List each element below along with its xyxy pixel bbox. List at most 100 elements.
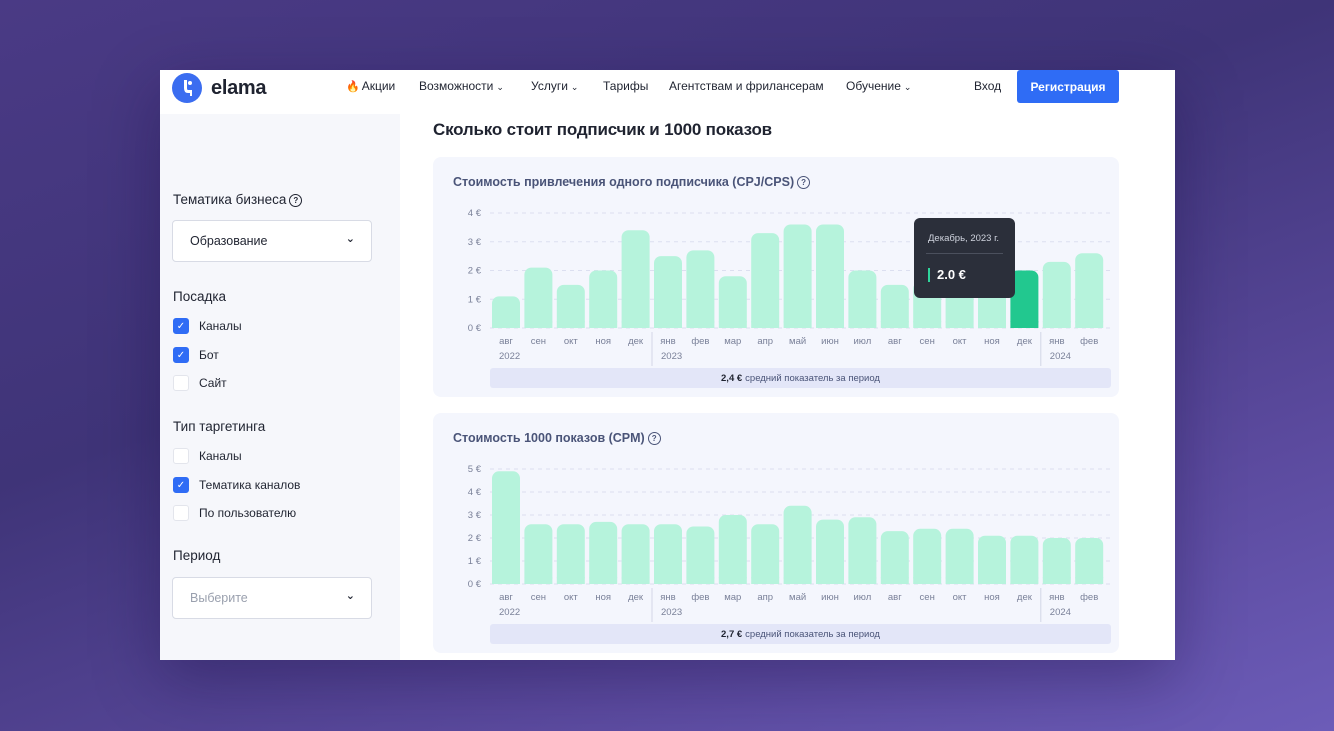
y-tick-label: 3 € — [468, 510, 482, 521]
x-tick-label: мар — [724, 592, 741, 603]
bar-base — [1042, 321, 1071, 328]
bar-base — [978, 577, 1006, 584]
chevron-down-icon: ⌄ — [496, 82, 504, 92]
bar — [654, 524, 682, 584]
fire-icon: 🔥 — [346, 81, 360, 93]
bar-base — [880, 321, 909, 328]
bar-base — [816, 577, 844, 584]
targeting-option-channels[interactable]: Каналы — [173, 448, 242, 464]
bar — [848, 517, 877, 584]
bar — [686, 526, 715, 584]
x-tick-label: апр — [757, 336, 773, 347]
targeting-option-user[interactable]: По пользователю — [173, 505, 296, 521]
cpm-average-bar: 2,7 € средний показатель за период — [490, 624, 1111, 644]
top-nav: elama 🔥 Акции Возможности ⌄ Услуги ⌄ Тарифы… — [160, 70, 1175, 106]
bar — [1010, 535, 1039, 584]
landing-heading: Посадка — [173, 289, 227, 304]
help-icon[interactable]: ? — [797, 176, 811, 189]
nav-agencies[interactable]: Агентствам и фрилансерам — [669, 79, 824, 93]
x-tick-label: дек — [1017, 336, 1033, 347]
checkbox-unchecked[interactable] — [173, 448, 189, 464]
year-label: 2024 — [1050, 607, 1071, 618]
nav-pricing[interactable]: Тарифы — [603, 79, 649, 93]
logo-text: elama — [211, 76, 267, 99]
landing-option-site[interactable]: Сайт — [173, 375, 227, 391]
cpm-bar-chart: 0 € 1 € 2 € 3 € 4 € 5 € авг сен окт ноя дек янв фев м… — [468, 464, 1111, 622]
landing-option-channels[interactable]: ✓ Каналы — [173, 318, 242, 334]
x-tick-label: июн — [821, 592, 839, 603]
x-tick-label: авг — [888, 592, 902, 603]
bar — [556, 524, 585, 584]
nav-services[interactable]: Услуги ⌄ — [531, 79, 579, 93]
bar-base — [556, 321, 585, 328]
browser-window: elama 🔥 Акции Возможности ⌄ Услуги ⌄ Тарифы… — [160, 70, 1175, 660]
x-tick-label: сен — [920, 336, 935, 347]
topic-select[interactable]: Образование ⌄ — [172, 220, 372, 262]
checkbox-unchecked[interactable] — [173, 375, 189, 391]
bar-base — [686, 321, 715, 328]
bar — [524, 267, 553, 328]
x-tick-label: дек — [628, 336, 644, 347]
x-tick-label: июн — [821, 336, 839, 347]
cps-chart-card: Стоимость привлечения одного подписчика … — [433, 157, 1119, 397]
cps-average-bar: 2,4 € средний показатель за период — [490, 368, 1111, 388]
checkbox-checked[interactable]: ✓ — [173, 318, 189, 334]
bar — [1042, 538, 1071, 584]
bar — [880, 531, 909, 584]
checkbox-checked[interactable]: ✓ — [173, 347, 189, 363]
bar — [1042, 261, 1071, 328]
topic-heading: Тематика бизнеса? — [173, 192, 303, 207]
bar — [686, 250, 715, 328]
bar-base — [718, 577, 747, 584]
x-tick-label: авг — [499, 336, 513, 347]
bar — [783, 505, 812, 584]
register-button[interactable]: Регистрация — [1017, 70, 1119, 103]
help-icon[interactable]: ? — [647, 432, 661, 445]
year-label: 2024 — [1050, 351, 1071, 362]
landing-option-bot[interactable]: ✓ Бот — [173, 347, 219, 363]
checkbox-unchecked[interactable] — [173, 505, 189, 521]
bar-base — [1075, 577, 1104, 584]
period-heading: Период — [173, 548, 221, 563]
x-tick-label: фев — [691, 592, 709, 603]
year-label: 2022 — [499, 351, 520, 362]
x-tick-label: май — [789, 336, 806, 347]
bar — [848, 270, 877, 328]
targeting-option-channel-topics[interactable]: ✓ Тематика каналов — [173, 477, 300, 493]
bar — [978, 535, 1006, 584]
bar-base — [492, 321, 520, 328]
period-select[interactable]: Выберите ⌄ — [172, 577, 372, 619]
x-tick-label: фев — [691, 336, 709, 347]
help-icon[interactable]: ? — [289, 194, 303, 207]
y-tick-label: 0 € — [468, 323, 482, 334]
chevron-down-icon: ⌄ — [345, 233, 355, 245]
cpm-chart-card: Стоимость 1000 показов (CPM)? 0 € 1 € 2 € 3… — [433, 413, 1119, 653]
chevron-down-icon: ⌄ — [345, 590, 355, 602]
year-label: 2023 — [661, 351, 682, 362]
nav-education[interactable]: Обучение ⌄ — [846, 79, 912, 93]
bar-base — [783, 577, 812, 584]
chevron-down-icon: ⌄ — [903, 82, 912, 92]
y-tick-label: 5 € — [468, 464, 482, 475]
nav-features[interactable]: Возможности ⌄ — [419, 79, 504, 93]
x-tick-label: июл — [854, 336, 872, 347]
bar — [492, 471, 520, 584]
nav-promo[interactable]: 🔥 Акции — [346, 79, 396, 93]
bar — [1075, 253, 1104, 328]
logo[interactable]: elama — [172, 72, 267, 104]
nav-login[interactable]: Вход — [974, 79, 1002, 93]
x-tick-label: окт — [953, 336, 968, 347]
checkbox-checked[interactable]: ✓ — [173, 477, 189, 493]
bar-base — [654, 577, 682, 584]
bar — [589, 270, 618, 328]
bar-base — [654, 321, 682, 328]
x-tick-label: мар — [724, 336, 741, 347]
chart-tooltip: Декабрь, 2023 г. 2.0 € — [914, 218, 1015, 298]
x-tick-label: янв — [1049, 336, 1064, 347]
bar-base — [751, 577, 780, 584]
bar-base — [978, 321, 1006, 328]
bar — [751, 233, 780, 328]
bar — [1010, 270, 1039, 328]
bar — [718, 515, 747, 584]
y-tick-label: 1 € — [468, 556, 482, 567]
